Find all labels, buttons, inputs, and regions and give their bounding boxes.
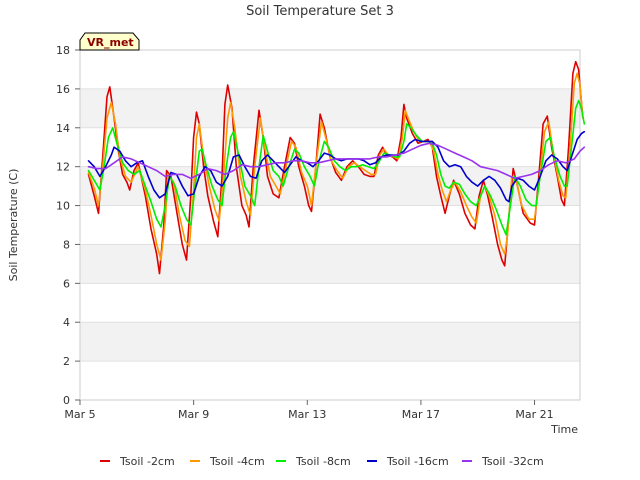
legend-item: Tsoil -32cm xyxy=(462,455,544,468)
legend-label: Tsoil -32cm xyxy=(481,455,544,468)
y-tick-label: 18 xyxy=(56,44,70,57)
y-tick-label: 6 xyxy=(63,277,70,290)
y-tick-label: 14 xyxy=(56,122,70,135)
x-tick-label: Mar 21 xyxy=(515,408,553,421)
badge-label: VR_met xyxy=(87,36,134,49)
y-tick-label: 0 xyxy=(63,394,70,407)
y-tick-label: 8 xyxy=(63,238,70,251)
y-axis-title: Soil Temperature (C) xyxy=(7,169,20,282)
background-band xyxy=(80,244,580,284)
background-band xyxy=(80,166,580,206)
y-tick-label: 12 xyxy=(56,161,70,174)
legend-label: Tsoil -4cm xyxy=(209,455,265,468)
background-band xyxy=(80,322,580,362)
x-tick-label: Mar 9 xyxy=(178,408,209,421)
legend-label: Tsoil -16cm xyxy=(386,455,449,468)
legend-item: Tsoil -8cm xyxy=(276,455,351,468)
plot-area-frame xyxy=(79,49,581,401)
x-axis-ticks: Mar 5 Mar 9 Mar 13 Mar 17 Mar 21 xyxy=(64,400,554,421)
y-tick-label: 2 xyxy=(63,355,70,368)
legend-item: Tsoil -4cm xyxy=(190,455,265,468)
y-axis-ticks: 0 2 4 6 8 10 12 14 16 18 xyxy=(56,44,80,407)
legend: Tsoil -2cm Tsoil -4cm Tsoil -8cm Tsoil -16c… xyxy=(100,455,544,468)
x-tick-label: Mar 13 xyxy=(288,408,326,421)
plot-background-bands xyxy=(80,88,580,362)
legend-item: Tsoil -2cm xyxy=(100,455,175,468)
legend-label: Tsoil -8cm xyxy=(295,455,351,468)
chart-title: Soil Temperature Set 3 xyxy=(246,4,394,19)
x-tick-label: Mar 17 xyxy=(402,408,440,421)
series-line-tsoil32cm xyxy=(87,142,586,180)
badge-box xyxy=(79,32,140,51)
series-layer xyxy=(87,60,586,275)
y-tick-label: 10 xyxy=(56,200,70,213)
legend-item: Tsoil -16cm xyxy=(367,455,449,468)
background-band xyxy=(80,88,580,128)
series-line-tsoil8cm xyxy=(87,99,586,236)
y-tick-label: 4 xyxy=(63,316,70,329)
station-badge: VR_met xyxy=(79,32,140,51)
series-line-tsoil4cm xyxy=(87,72,584,261)
legend-label: Tsoil -2cm xyxy=(119,455,175,468)
x-axis-title: Time xyxy=(550,423,578,436)
series-line-tsoil16cm xyxy=(87,130,586,203)
x-tick-label: Mar 5 xyxy=(64,408,95,421)
y-tick-label: 16 xyxy=(56,83,70,96)
